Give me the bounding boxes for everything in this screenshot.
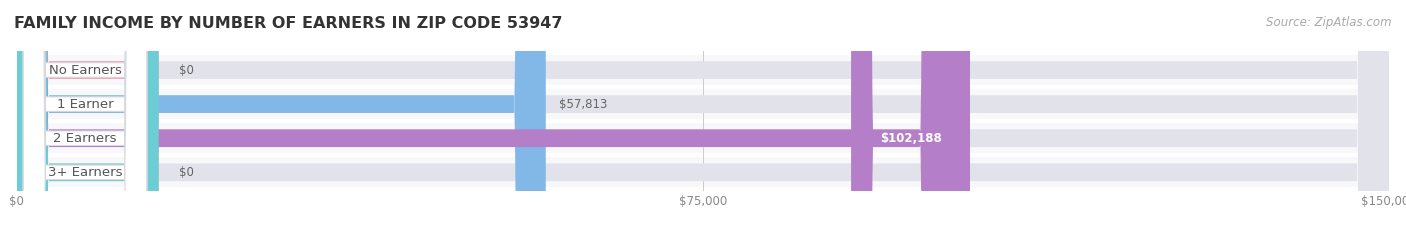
FancyBboxPatch shape: [17, 0, 952, 233]
Text: 3+ Earners: 3+ Earners: [48, 166, 122, 179]
FancyBboxPatch shape: [17, 55, 1389, 85]
FancyBboxPatch shape: [17, 0, 1389, 233]
FancyBboxPatch shape: [24, 0, 146, 233]
Text: $102,188: $102,188: [880, 132, 942, 145]
Text: $0: $0: [179, 166, 194, 179]
Text: FAMILY INCOME BY NUMBER OF EARNERS IN ZIP CODE 53947: FAMILY INCOME BY NUMBER OF EARNERS IN ZI…: [14, 16, 562, 31]
FancyBboxPatch shape: [17, 0, 546, 233]
FancyBboxPatch shape: [24, 0, 146, 233]
FancyBboxPatch shape: [17, 0, 159, 233]
Text: $57,813: $57,813: [560, 98, 607, 111]
FancyBboxPatch shape: [851, 0, 970, 233]
FancyBboxPatch shape: [17, 89, 1389, 119]
Text: Source: ZipAtlas.com: Source: ZipAtlas.com: [1267, 16, 1392, 29]
Text: $0: $0: [179, 64, 194, 76]
FancyBboxPatch shape: [17, 157, 1389, 187]
FancyBboxPatch shape: [24, 0, 146, 233]
FancyBboxPatch shape: [17, 0, 1389, 233]
FancyBboxPatch shape: [17, 0, 1389, 233]
Text: No Earners: No Earners: [49, 64, 121, 76]
FancyBboxPatch shape: [17, 0, 159, 233]
FancyBboxPatch shape: [17, 123, 1389, 153]
Text: 2 Earners: 2 Earners: [53, 132, 117, 145]
FancyBboxPatch shape: [24, 0, 146, 233]
FancyBboxPatch shape: [17, 0, 1389, 233]
Text: 1 Earner: 1 Earner: [56, 98, 114, 111]
